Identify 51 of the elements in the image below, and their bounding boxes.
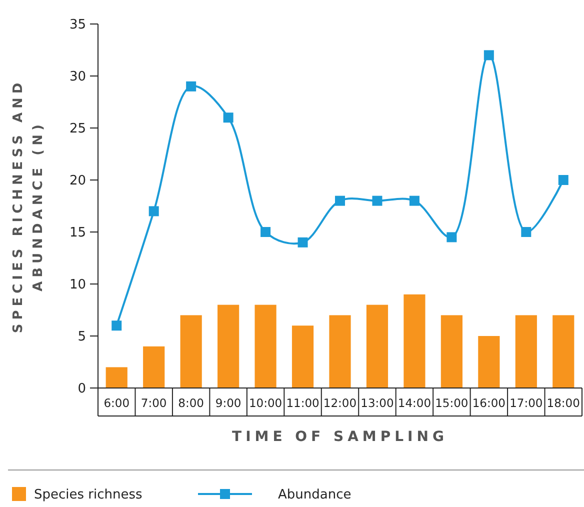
x-tick-label: 12:00 — [323, 396, 357, 410]
y-tick-label: 35 — [69, 18, 86, 33]
y-tick-label: 0 — [78, 382, 86, 397]
point — [186, 81, 196, 92]
x-tick-label: 8:00 — [178, 396, 204, 410]
bar — [440, 315, 462, 388]
point — [112, 320, 122, 331]
y-tick-label: 20 — [69, 174, 86, 189]
point — [298, 237, 308, 248]
y-tick-label: 30 — [69, 70, 86, 85]
point — [223, 112, 234, 123]
bar — [552, 315, 574, 388]
x-tick-label: 13:00 — [360, 396, 394, 410]
point — [372, 196, 382, 206]
y-tick-label: 10 — [69, 278, 86, 293]
x-tick-label: 18:00 — [546, 396, 580, 410]
point — [260, 227, 271, 237]
legend-label: Species richness — [34, 488, 143, 503]
point — [521, 227, 532, 237]
y-tick-label: 15 — [69, 226, 86, 241]
point — [335, 196, 345, 206]
point — [446, 232, 457, 242]
legend-label: Abundance — [278, 488, 352, 503]
bar — [329, 315, 351, 388]
bar — [218, 304, 240, 388]
bar — [515, 315, 537, 388]
bar — [366, 304, 388, 388]
point — [484, 50, 494, 60]
x-tick-label: 9:00 — [215, 396, 242, 410]
bar — [143, 346, 165, 388]
x-tick-label: 10:00 — [248, 396, 282, 410]
bar — [292, 326, 314, 388]
bar — [254, 304, 276, 388]
point — [148, 206, 159, 216]
x-tick-label: 7:00 — [140, 396, 167, 410]
bar — [478, 336, 500, 388]
bar — [404, 294, 426, 388]
x-tick-label: 6:00 — [104, 396, 130, 410]
y-tick-label: 5 — [78, 330, 86, 345]
y-axis-title: SPECIES RICHNESS AND ABUNDANCE (N) — [11, 78, 46, 334]
point — [558, 175, 568, 185]
x-tick-label: 15:00 — [435, 396, 468, 410]
bar — [106, 367, 128, 388]
x-tick-label: 16:00 — [472, 396, 506, 410]
x-axis-title: TIME OF SAMPLING — [232, 429, 448, 445]
bar — [180, 315, 202, 388]
x-tick-label: 17:00 — [510, 396, 543, 410]
point — [409, 196, 420, 206]
x-tick-label: 14:00 — [398, 396, 432, 410]
x-tick-label: 11:00 — [286, 396, 320, 410]
y-tick-label: 25 — [69, 122, 86, 137]
